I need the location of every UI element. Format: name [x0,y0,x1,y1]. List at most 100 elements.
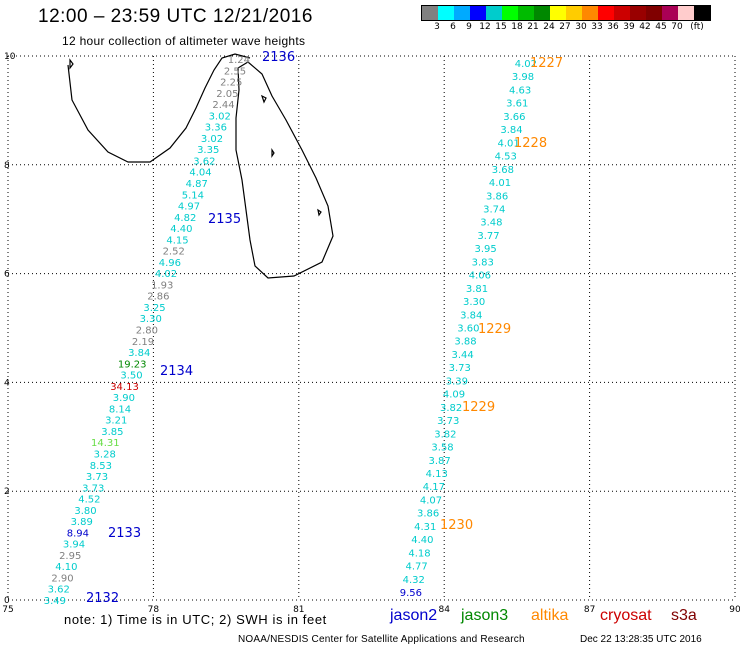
pass-time-labels: 2136 2135 2134 2133 2132 1227 1228 1229 1229 1230 [86,50,563,606]
legend-swatch [582,6,598,20]
x-tick-label: 78 [148,605,160,615]
legend-swatch [694,6,710,20]
wave-height-value: 1.93 [151,280,173,291]
wave-height-value: 8.53 [90,461,112,472]
wave-height-value: 3.84 [460,310,482,321]
wave-height-value: 4.01 [497,138,519,149]
legend-tick-label: 6 [450,22,456,32]
wave-height-value: 2.05 [216,89,238,100]
wave-height-value: 3.95 [474,244,496,255]
y-tick-label: 8 [4,161,10,171]
wave-height-value: 3.82 [440,403,462,414]
wave-height-value: 3.94 [63,540,85,551]
wave-height-value: 3.21 [105,416,127,427]
maldives-island-1 [69,58,74,70]
india-coastline [67,53,251,163]
wave-height-value: 3.89 [71,517,93,528]
satellite-legend-item: altika [531,607,569,624]
legend-swatch [662,6,678,20]
legend-swatch [518,6,534,20]
wave-height-value: 3.73 [86,472,108,483]
y-tick-label: 10 [4,52,16,62]
wave-height-value: 9.56 [400,588,422,599]
wave-height-value: 4.17 [423,482,445,493]
island-4 [260,94,267,104]
credit-text: NOAA/NESDIS Center for Satellite Applica… [238,634,525,645]
wave-height-value: 4.40 [170,224,192,235]
wave-height-value: 4.18 [408,548,430,559]
wave-height-value: 2.44 [212,100,234,111]
satellite-legend-item: cryosat [600,607,652,624]
wave-height-value: 4.09 [443,390,465,401]
wave-height-value: 4.77 [405,562,427,573]
x-tick-label: 75 [2,605,13,615]
wave-height-value: 4.96 [159,258,181,269]
y-tick-label: 6 [4,270,10,280]
satellite-legend-item: jason2 [390,607,438,624]
wave-height-value: 3.73 [437,416,459,427]
satellite-legend-item: s3a [671,607,697,624]
wave-height-value: 3.81 [466,284,488,295]
wave-height-value: 2.25 [220,78,242,89]
wave-height-value: 4.02 [155,269,177,280]
wave-height-value: 14.31 [91,438,120,449]
wave-height-value: 3.77 [477,231,499,242]
wave-height-value: 3.85 [101,427,123,438]
island-2 [271,148,275,158]
wave-height-value: 3.02 [209,111,231,122]
axis-tick-labels: 75 78 81 84 87 90 0 2 4 6 8 10 [2,52,740,615]
wave-height-values: 1.242.552.252.052.443.023.363.023.353.62… [44,55,537,607]
generation-timestamp: Dec 22 13:28:35 UTC 2016 [580,634,702,645]
island-3 [317,208,322,217]
wave-height-value: 1.24 [228,55,250,66]
wave-height-value: 4.10 [55,562,77,573]
wave-height-value: 3.87 [428,456,450,467]
wave-height-value: 3.74 [483,204,505,215]
x-tick-label: 87 [584,605,595,615]
y-tick-label: 0 [4,596,10,606]
wave-height-value: 3.62 [48,585,70,596]
wave-height-value: 2.19 [132,337,154,348]
wave-height-value: 4.40 [411,535,433,546]
wave-height-value: 3.36 [205,123,227,134]
wave-height-value: 34.13 [110,382,139,393]
wave-height-value: 4.06 [469,271,491,282]
legend-swatch [486,6,502,20]
x-tick-label: 84 [438,605,450,615]
wave-height-value: 4.97 [178,202,200,213]
wave-height-value: 3.60 [457,324,479,335]
color-scale-bar [421,5,711,21]
color-legend: 3 6 9 12 15 18 21 24 27 30 33 36 39 42 45 70 (ft) [421,5,711,33]
y-tick-label: 2 [4,487,10,497]
legend-tick-label: 18 [511,22,523,32]
legend-swatch [630,6,646,20]
pass-time-label: 2132 [86,591,119,606]
pass-time-label: 1227 [530,56,563,71]
pass-time-label: 2133 [108,526,141,541]
legend-tick-label: 39 [623,22,635,32]
wave-height-value: 3.86 [417,509,439,520]
wave-height-value: 3.50 [120,371,142,382]
color-scale-labels: 3 6 9 12 15 18 21 24 27 30 33 36 39 42 45 70 (ft) [421,21,711,33]
wave-height-value: 19.23 [118,359,147,370]
pass-time-label: 1228 [514,136,547,151]
legend-tick-label: 24 [543,22,555,32]
wave-height-value: 5.14 [182,190,204,201]
wave-height-value: 4.87 [186,179,208,190]
legend-swatch [438,6,454,20]
satellite-legend-item: jason3 [461,607,509,624]
wave-height-value: 4.53 [495,152,517,163]
wave-height-value: 3.84 [128,348,150,359]
wave-height-value: 8.94 [67,528,89,539]
legend-swatch [454,6,470,20]
wave-height-value: 3.82 [434,429,456,440]
footer-note: note: 1) Time is in UTC; 2) SWH is in fe… [64,612,327,627]
wave-height-value: 4.63 [509,85,531,96]
wave-height-value: 3.68 [492,165,514,176]
wave-height-value: 4.04 [189,168,211,179]
pass-time-label: 1229 [462,400,495,415]
wave-height-value: 2.52 [163,247,185,258]
wave-height-value: 4.31 [414,522,436,533]
legend-tick-label: 30 [575,22,587,32]
